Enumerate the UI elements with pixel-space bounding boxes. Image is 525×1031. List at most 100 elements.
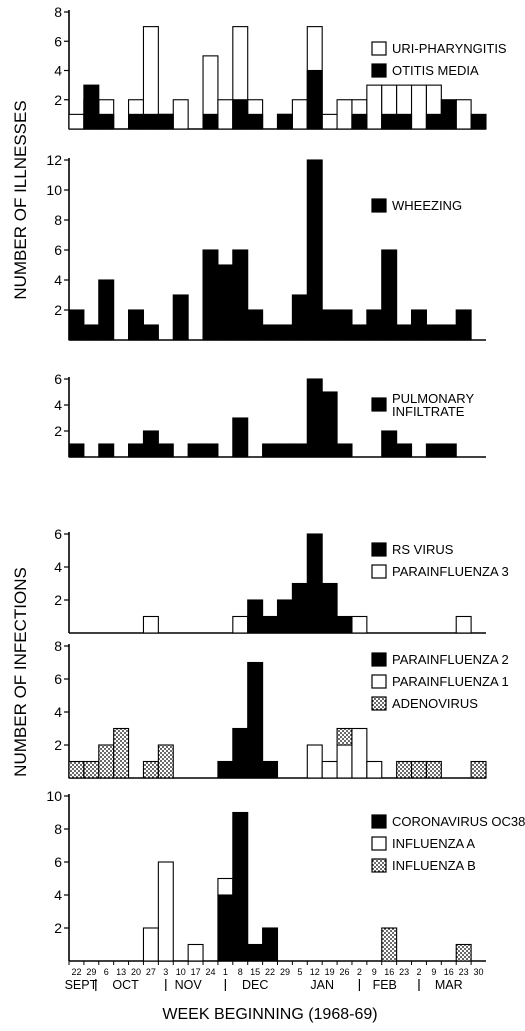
week-tick-label: 27 bbox=[146, 967, 156, 977]
bar bbox=[276, 443, 293, 458]
legend-label: URI-PHARYNGITIS bbox=[392, 41, 507, 56]
week-tick-label: 10 bbox=[176, 967, 186, 977]
bar bbox=[351, 727, 368, 779]
week-tick-label: 26 bbox=[340, 967, 350, 977]
bar bbox=[291, 582, 308, 634]
legend-swatch bbox=[371, 198, 387, 213]
bar bbox=[396, 760, 413, 779]
week-tick-label: 29 bbox=[280, 967, 290, 977]
bar bbox=[321, 582, 338, 634]
bar bbox=[306, 159, 323, 341]
legend-swatch bbox=[371, 63, 387, 78]
bar bbox=[142, 615, 159, 634]
week-tick-label: 12 bbox=[310, 967, 320, 977]
bar bbox=[336, 443, 353, 458]
y-tick-label: 2 bbox=[54, 302, 62, 318]
bar bbox=[68, 309, 85, 341]
y-tick-label: 8 bbox=[54, 821, 62, 837]
month-label: JAN bbox=[310, 978, 334, 992]
panel-2: 2 4 6 8 10 12 WHEEZING bbox=[46, 152, 486, 341]
bar bbox=[440, 324, 457, 341]
y-tick-label: 4 bbox=[54, 272, 62, 288]
week-tick-label: 2 bbox=[416, 967, 421, 977]
bar bbox=[142, 430, 159, 458]
panel-4: 2 4 6 RS VIRUS PARAINFLUENZA 3 bbox=[54, 526, 509, 634]
month-label: MAR bbox=[435, 978, 463, 992]
week-tick-label: 8 bbox=[238, 967, 243, 977]
bar bbox=[262, 615, 279, 634]
week-tick-label: 6 bbox=[104, 967, 109, 977]
bar bbox=[440, 99, 457, 130]
legend-swatch bbox=[371, 41, 387, 56]
bar bbox=[187, 443, 204, 458]
y-tick-label: 2 bbox=[54, 737, 62, 753]
legend-swatch bbox=[371, 674, 387, 689]
legend-swatch bbox=[371, 397, 387, 412]
bar bbox=[157, 744, 174, 779]
legend-label: INFLUENZA A bbox=[392, 836, 475, 851]
week-tick-label: 19 bbox=[325, 967, 335, 977]
bar bbox=[262, 927, 279, 962]
legend-swatch bbox=[371, 564, 387, 579]
y-tick-label: 6 bbox=[54, 242, 62, 258]
bar bbox=[232, 417, 249, 458]
bar bbox=[202, 113, 219, 130]
bar bbox=[381, 927, 398, 962]
bar bbox=[425, 113, 442, 130]
y-tick-label: 2 bbox=[54, 423, 62, 439]
bar bbox=[381, 249, 398, 341]
bar bbox=[142, 760, 159, 779]
y-tick-label: 6 bbox=[54, 671, 62, 687]
bar bbox=[410, 309, 427, 341]
legend-swatch bbox=[371, 858, 387, 873]
bar bbox=[276, 324, 293, 341]
bar bbox=[68, 443, 85, 458]
bar bbox=[321, 760, 338, 779]
y-tick-label: 6 bbox=[54, 526, 62, 542]
week-tick-label: 22 bbox=[71, 967, 81, 977]
bar bbox=[366, 84, 383, 130]
week-tick-label: 20 bbox=[131, 967, 141, 977]
bar bbox=[455, 99, 472, 130]
month-label: DEC bbox=[242, 978, 268, 992]
bar bbox=[83, 324, 100, 341]
infections-axis-label: NUMBER OF INFECTIONS bbox=[11, 567, 30, 777]
legend-swatch bbox=[371, 814, 387, 829]
bar bbox=[470, 760, 487, 779]
legend-label: OTITIS MEDIA bbox=[392, 63, 479, 78]
legend-swatch bbox=[371, 652, 387, 667]
bar bbox=[83, 84, 100, 130]
y-tick-label: 6 bbox=[54, 371, 62, 387]
bar bbox=[217, 894, 234, 962]
week-tick-label: 24 bbox=[205, 967, 215, 977]
bar bbox=[455, 943, 472, 962]
panel-6: 2 4 6 8 10 CORONAVIRUS OC38-43 INFLUENZA A INFL… bbox=[46, 788, 525, 962]
bar bbox=[425, 760, 442, 779]
week-axis: 22 29 6 13 20 27 3 10 17 24 1 8 15 22 29 5 12 19 26 2 9 16 23 2… bbox=[65, 961, 484, 992]
bar bbox=[217, 877, 234, 896]
panel-5: 2 4 6 8 PARAINFLUENZA 2 PARAINFLUENZA 1 ADENOV… bbox=[54, 638, 509, 779]
panel-1: 2 4 6 8 URI-PHARYNGITIS OTITIS MEDIA bbox=[54, 4, 507, 130]
bar bbox=[172, 99, 189, 130]
month-label: FEB bbox=[373, 978, 397, 992]
illnesses-axis-label: NUMBER OF ILLNESSES bbox=[11, 100, 30, 299]
week-tick-label: 16 bbox=[384, 967, 394, 977]
y-tick-label: 12 bbox=[46, 152, 62, 168]
bar bbox=[157, 113, 174, 130]
bar bbox=[247, 661, 264, 779]
week-tick-label: 17 bbox=[191, 967, 201, 977]
bar bbox=[306, 533, 323, 634]
bar bbox=[440, 443, 457, 458]
bar bbox=[247, 599, 264, 634]
legend-label: PARAINFLUENZA 3 bbox=[392, 564, 509, 579]
bar bbox=[396, 324, 413, 341]
y-tick-label: 10 bbox=[46, 182, 62, 198]
bar bbox=[98, 443, 115, 458]
week-tick-label: 30 bbox=[474, 967, 484, 977]
week-tick-label: 15 bbox=[250, 967, 260, 977]
bar bbox=[262, 760, 279, 779]
bar bbox=[217, 264, 234, 341]
bar bbox=[98, 113, 115, 130]
bar bbox=[217, 760, 234, 779]
